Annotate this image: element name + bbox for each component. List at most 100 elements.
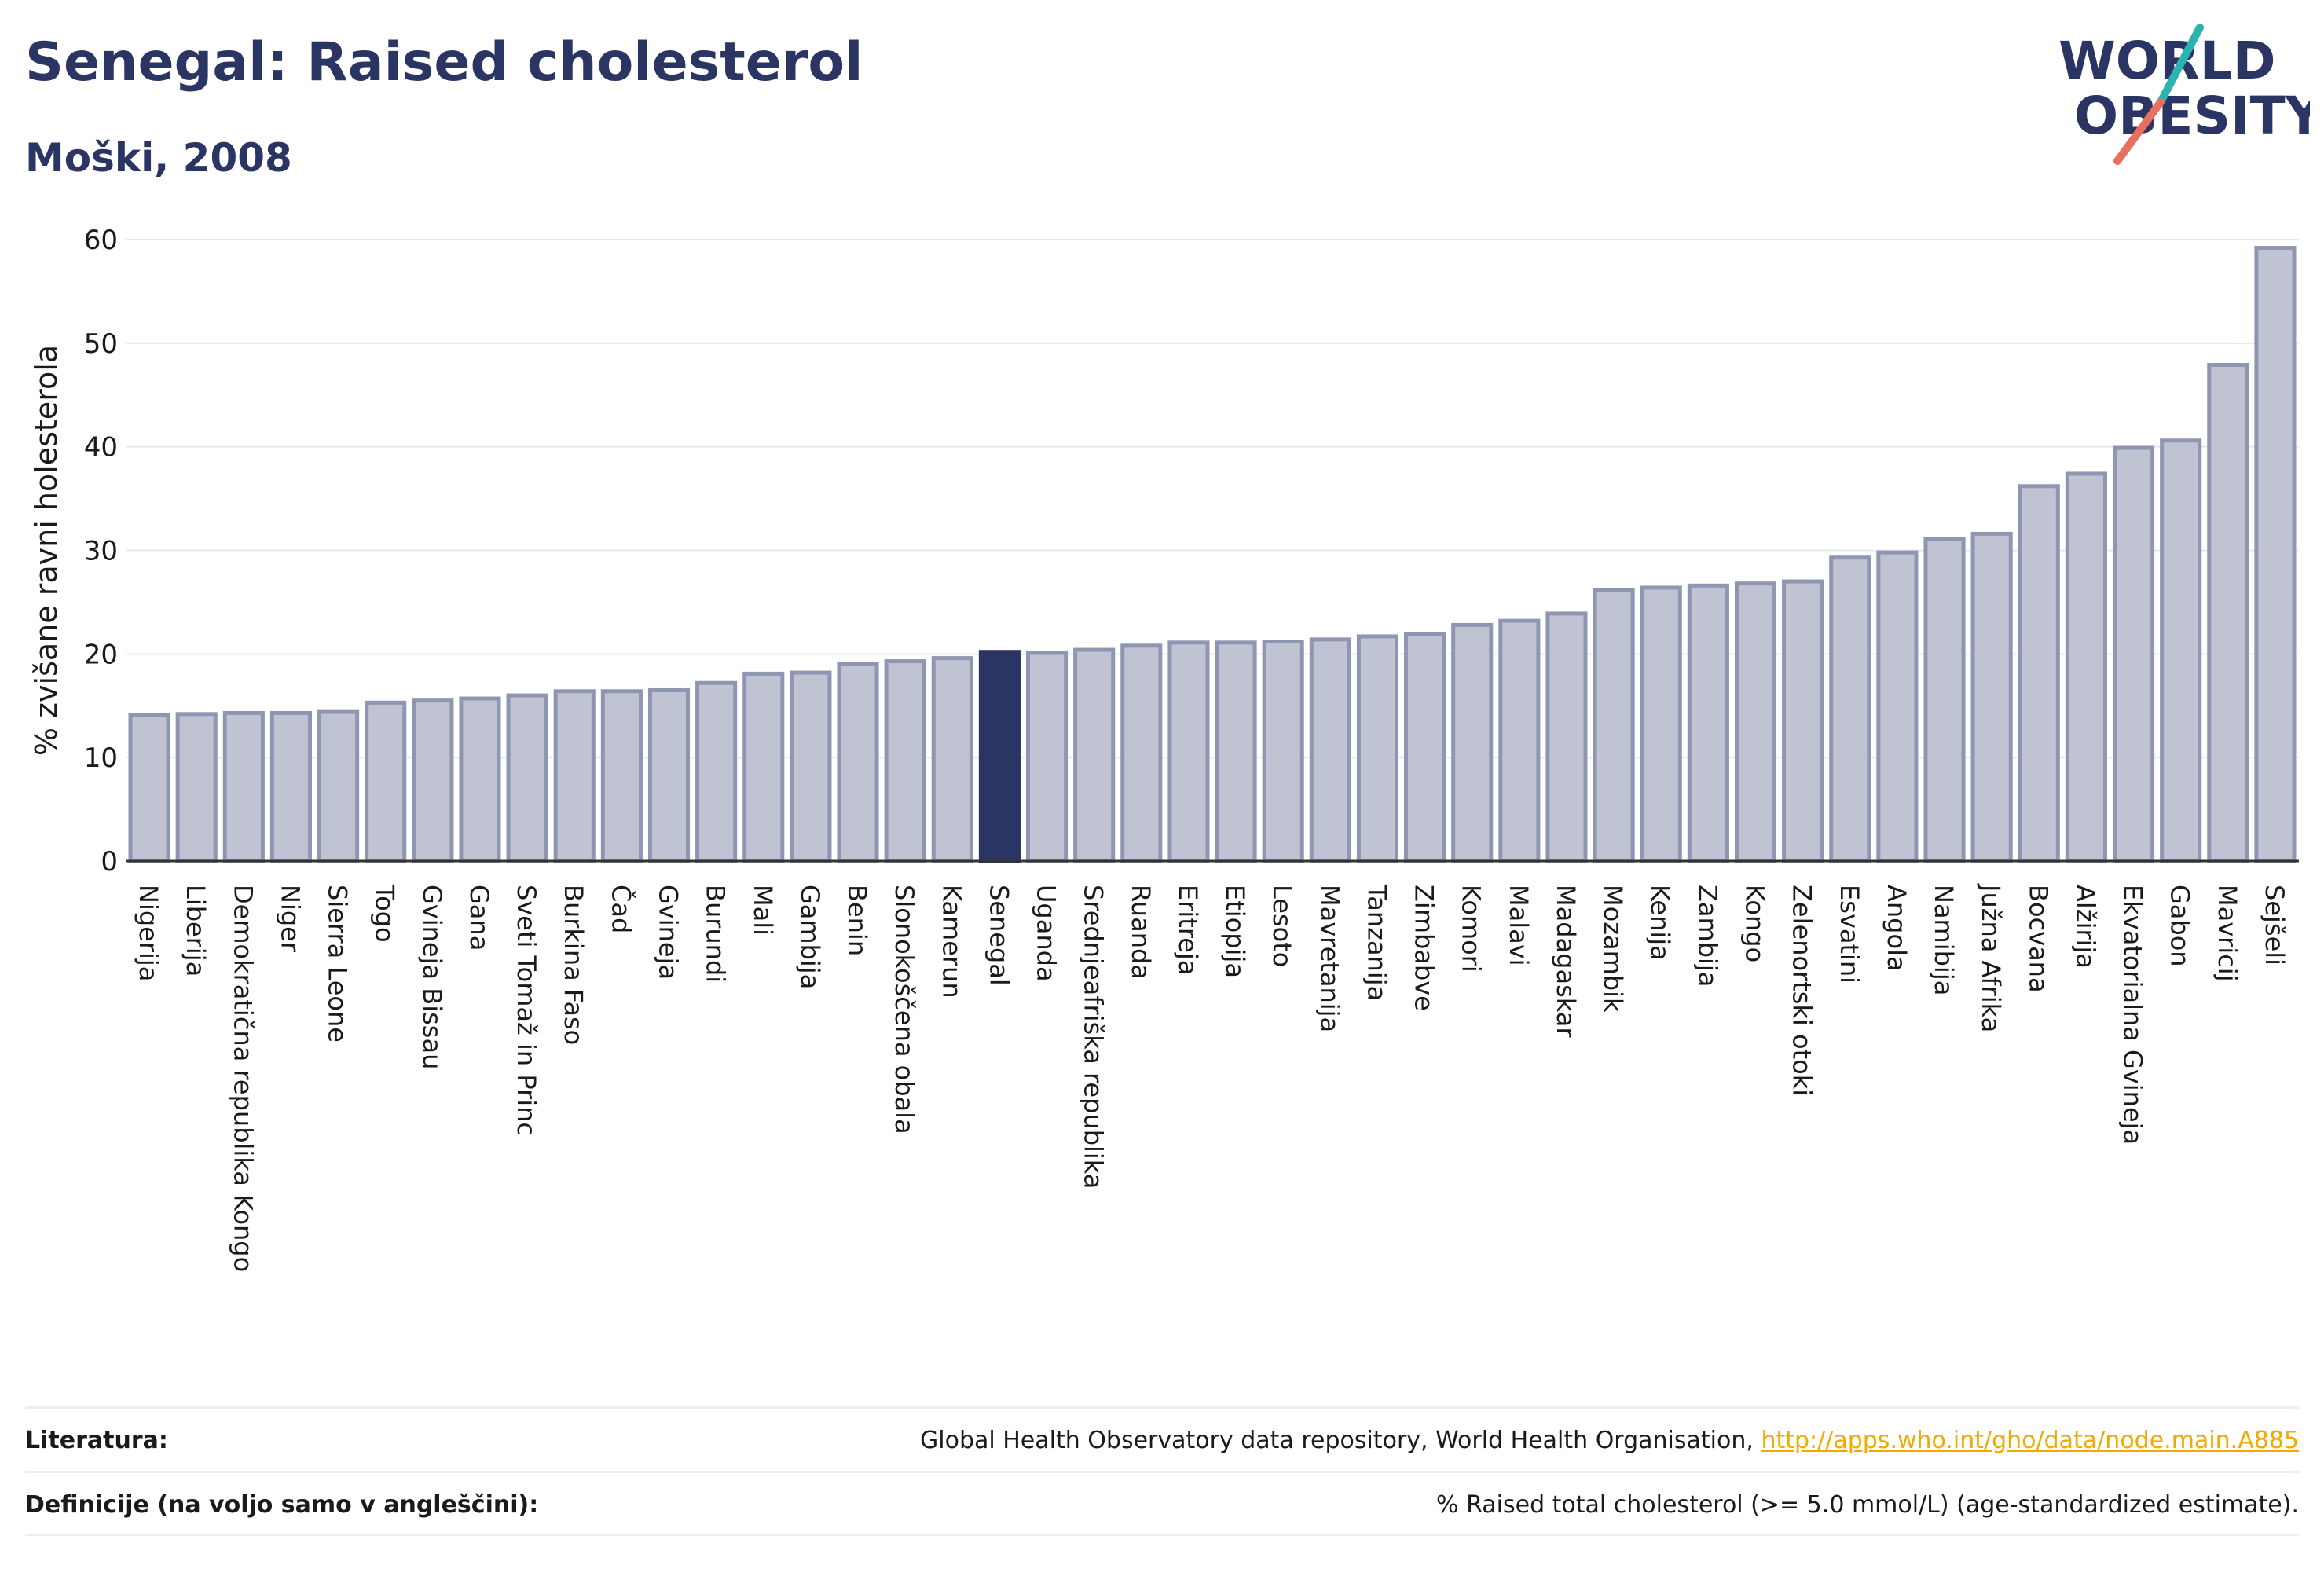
bar — [1262, 640, 1304, 863]
x-category-label: Liberija — [181, 885, 211, 977]
y-tick-label: 40 — [84, 432, 118, 464]
bar — [1687, 583, 1729, 863]
x-category-label: Čad — [606, 885, 636, 933]
bar — [1782, 579, 1824, 863]
bar — [1876, 550, 1919, 863]
bar — [2065, 471, 2107, 863]
bar — [1498, 618, 1541, 863]
x-category-label: Benin — [842, 885, 872, 956]
x-category-label: Kongo — [1740, 885, 1770, 962]
x-category-label: Kenija — [1645, 885, 1675, 961]
bar — [1970, 531, 2013, 863]
literature-link[interactable]: http://apps.who.int/gho/data/node.main.A… — [1761, 1426, 2299, 1454]
y-tick-label: 0 — [101, 846, 118, 878]
x-category-label: Sveti Tomaž in Princ — [511, 885, 541, 1136]
literature-label: Literatura: — [25, 1426, 168, 1454]
x-category-label: Zimbabve — [1409, 885, 1439, 1011]
bar — [1829, 555, 1871, 863]
bar — [600, 689, 643, 863]
x-category-label: Južna Afrika — [1976, 883, 2006, 1032]
chart-title: Senegal: Raised cholesterol — [25, 31, 863, 93]
bar — [1073, 647, 1116, 863]
x-category-label: Mali — [748, 885, 778, 936]
bars — [128, 246, 2297, 863]
logo-line2: OBESITY — [2074, 86, 2310, 146]
x-category-label: Slonokoščena obala — [889, 885, 919, 1134]
bar — [317, 709, 360, 863]
bar — [1215, 640, 1257, 863]
bar — [1734, 581, 1777, 863]
definition-text: % Raised total cholesterol (>= 5.0 mmol/… — [1436, 1490, 2299, 1519]
x-category-label: Mozambik — [1598, 885, 1628, 1013]
bar — [128, 713, 170, 863]
bar — [931, 656, 973, 863]
bar-chart: 0 10 20 30 40 50 60 Nigerija Liberija Demokratič… — [29, 225, 2299, 1272]
x-category-label: Zambija — [1692, 885, 1722, 987]
x-category-label: Gvineja Bissau — [417, 885, 447, 1069]
logo-slash-teal — [2157, 24, 2204, 106]
bar — [222, 710, 265, 863]
bar — [1923, 537, 1966, 863]
x-category-label: Namibija — [1929, 885, 1959, 995]
bar — [2207, 363, 2249, 863]
footer-bottom-divider — [25, 1534, 2299, 1536]
x-category-label: Nigerija — [134, 885, 163, 981]
y-tick-label: 30 — [84, 536, 118, 567]
bar — [1309, 637, 1351, 863]
x-category-label: Sejšeli — [2260, 885, 2289, 966]
footer-definition: Definicije (na voljo samo v angleščini):… — [25, 1471, 2299, 1536]
bar — [1025, 651, 1069, 863]
x-category-label: Senegal — [984, 885, 1014, 986]
bar — [365, 700, 407, 863]
bar — [2112, 445, 2155, 863]
bar — [175, 712, 218, 863]
y-tick-label: 10 — [84, 742, 118, 774]
bar — [2254, 246, 2297, 863]
x-category-label: Esvatini — [1835, 885, 1864, 984]
bar — [742, 671, 785, 863]
bar — [1593, 588, 1635, 863]
x-category-label: Gabon — [2165, 885, 2195, 967]
definition-label: Definicije (na voljo samo v angleščini): — [25, 1490, 539, 1519]
x-category-label: Gambija — [795, 885, 825, 989]
bar — [695, 680, 738, 863]
x-category-label: Tanzanija — [1362, 884, 1391, 1001]
x-category-label: Demokratična republika Kongo — [228, 885, 258, 1272]
x-category-label: Burkina Faso — [559, 885, 588, 1045]
x-category-label: Gvineja — [654, 885, 684, 980]
chart-subtitle: Moški, 2008 — [25, 135, 292, 181]
x-category-label: Zelenortski otoki — [1787, 885, 1817, 1096]
x-category-label: Ekvatorialna Gvineja — [2118, 885, 2148, 1145]
y-tick-label: 50 — [84, 328, 118, 360]
y-axis-label: % zvišane ravni holesterola — [29, 345, 64, 756]
x-category-label: Mavricij — [2212, 885, 2242, 982]
x-category-label: Mavretanija — [1314, 885, 1344, 1032]
bar — [1356, 634, 1399, 863]
x-category-label: Uganda — [1032, 885, 1061, 982]
x-category-label: Ruanda — [1126, 885, 1156, 980]
y-tick-label: 60 — [84, 225, 118, 256]
bar — [1404, 632, 1446, 863]
bar — [647, 687, 691, 863]
bar — [2160, 438, 2202, 863]
bar-highlighted — [978, 650, 1021, 863]
bar — [1120, 643, 1163, 863]
x-category-label: Lesoto — [1267, 885, 1297, 967]
y-tick-label: 20 — [84, 639, 118, 670]
bar — [269, 710, 313, 863]
bar — [1167, 640, 1210, 863]
bar — [553, 689, 596, 863]
logo-slash-coral — [2113, 98, 2165, 165]
logo-line1: WORLD — [2058, 31, 2276, 91]
bar — [506, 693, 548, 863]
x-category-label: Angola — [1882, 885, 1912, 972]
x-category-label: Niger — [275, 885, 305, 953]
y-axis-ticks: 0 10 20 30 40 50 60 — [84, 225, 118, 878]
x-axis-labels: Nigerija Liberija Demokratična republika K… — [134, 883, 2289, 1272]
x-category-label: Alžirija — [2070, 885, 2100, 969]
x-category-label: Kamerun — [937, 885, 966, 999]
bar — [790, 670, 832, 863]
bar — [412, 698, 454, 863]
x-category-label: Gana — [464, 885, 494, 951]
literature-value: Global Health Observatory data repositor… — [920, 1427, 2299, 1454]
